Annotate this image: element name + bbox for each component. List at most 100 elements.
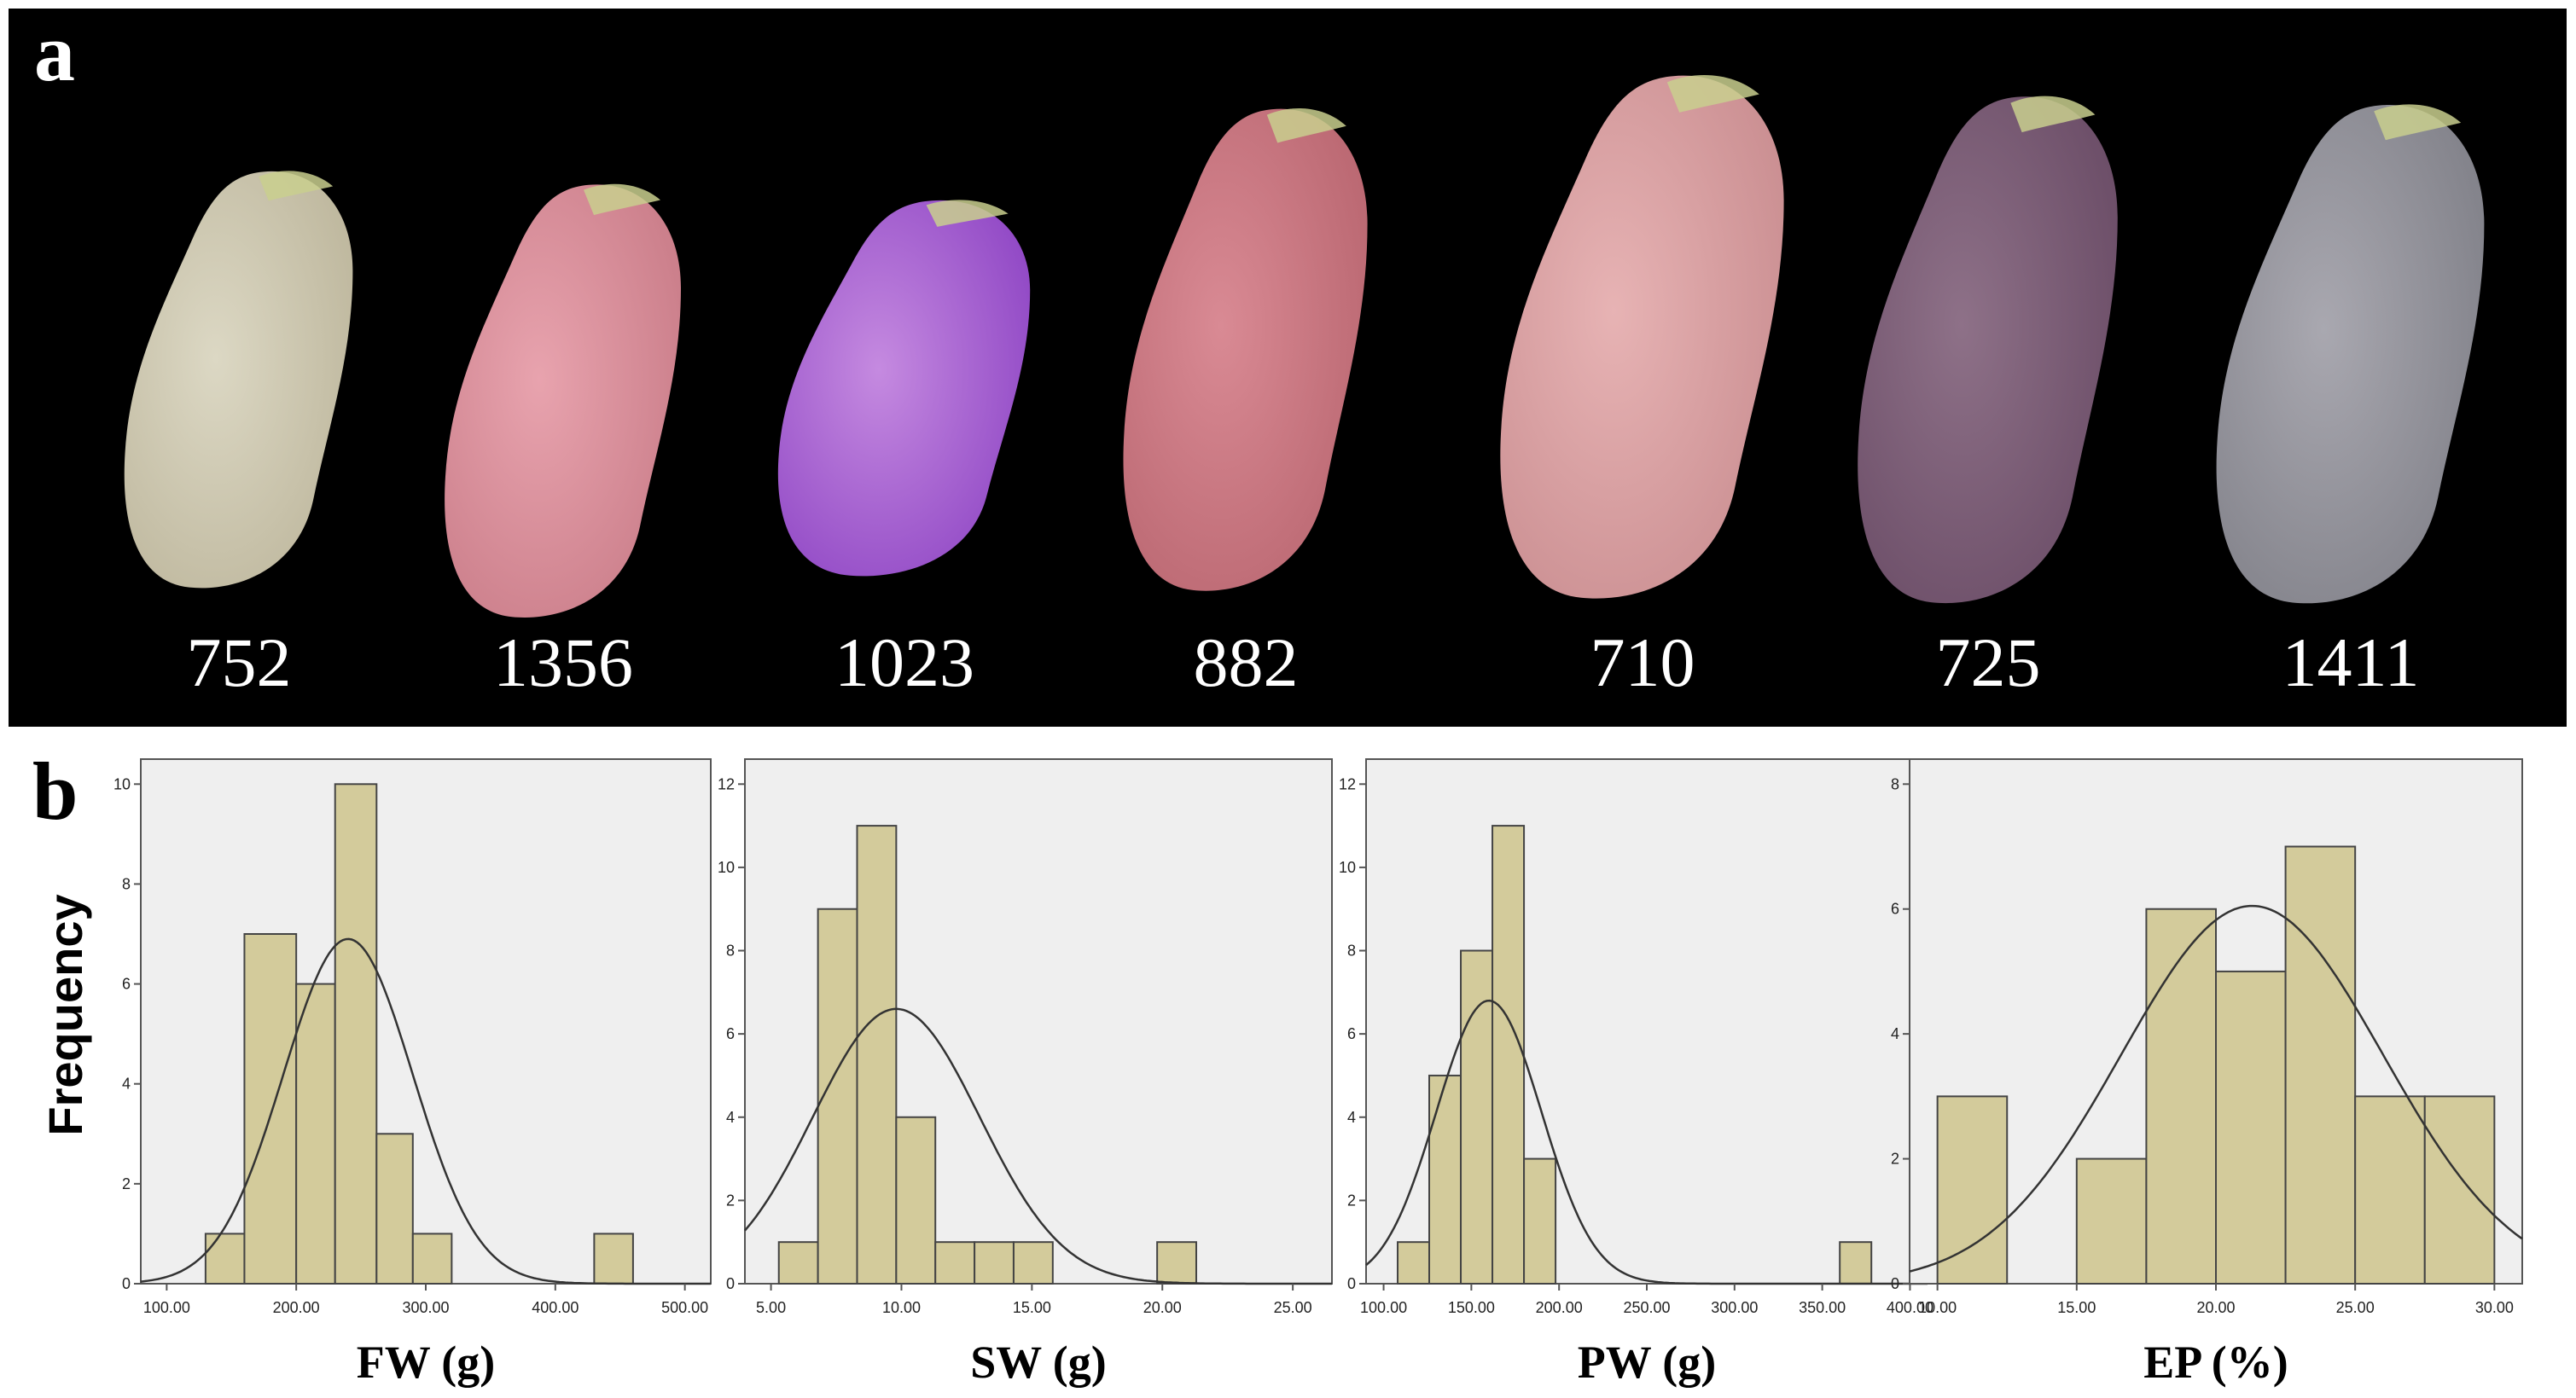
histogram-bar (2075, 1157, 2148, 1285)
y-tick-label: 2 (1347, 1192, 1356, 1209)
y-tick-label: 8 (122, 875, 131, 892)
x-tick-label: 200.00 (1536, 1299, 1583, 1316)
y-tick-label: 4 (122, 1076, 131, 1093)
histogram-2: 0 2 4 6 8 10 12 100.00 150.00 200.00 250.00 300.00 3… (1339, 758, 1933, 1388)
x-tick-label: 150.00 (1448, 1299, 1495, 1316)
y-tick-label: 8 (1891, 775, 1899, 792)
x-tick-label: 100.00 (1360, 1299, 1407, 1316)
y-tick-label: 2 (1891, 1151, 1899, 1168)
x-axis-title: EP (%) (2143, 1337, 2288, 1388)
chart-layer: 0 2 4 6 8 10 100.00 200.00 300.00 400.00 500.00 FW … (113, 758, 2523, 1388)
x-tick-label: 200.00 (273, 1299, 320, 1316)
x-tick-label: 300.00 (1711, 1299, 1758, 1316)
histogram-bar (243, 933, 298, 1285)
y-tick-label: 12 (1339, 775, 1356, 792)
y-tick-label: 0 (122, 1275, 131, 1292)
normal-curve (1909, 904, 2523, 1273)
histogram-bar (1460, 949, 1494, 1285)
histogram-bar (2354, 1095, 2426, 1285)
y-tick-label: 2 (122, 1175, 131, 1192)
panel-letter-b: b (32, 745, 79, 837)
x-tick-label: 5.00 (756, 1299, 786, 1316)
histogram-bar (204, 1233, 246, 1285)
histogram-bar (1156, 1241, 1197, 1285)
fruit-label: 1356 (493, 624, 633, 701)
fruit-label: 710 (1590, 624, 1695, 701)
y-tick-label: 0 (1347, 1275, 1356, 1292)
x-tick-label: 350.00 (1799, 1299, 1846, 1316)
x-tick-label: 20.00 (1143, 1299, 1182, 1316)
y-axis-title: Frequency (38, 894, 92, 1135)
histogram-bar (1839, 1241, 1873, 1285)
x-tick-label: 30.00 (2475, 1299, 2514, 1316)
fruit-725 (1847, 85, 2129, 614)
fruit-1356 (435, 175, 691, 627)
y-tick-label: 6 (1891, 901, 1899, 918)
y-tick-label: 4 (1891, 1025, 1899, 1042)
histogram-bar (2215, 970, 2287, 1285)
x-tick-label: 10.00 (1918, 1299, 1957, 1316)
fruit-label: 725 (1935, 624, 2041, 701)
histogram-bar (593, 1233, 634, 1285)
x-axis-title: FW (g) (357, 1337, 495, 1388)
histogram-0: 0 2 4 6 8 10 100.00 200.00 300.00 400.00 500.00 FW … (113, 758, 712, 1388)
histogram-bar (334, 783, 378, 1285)
histogram-bar (1936, 1095, 2009, 1285)
histogram-1: 0 2 4 6 8 10 12 5.00 10.00 15.00 20.00 25.00 SW (g) (718, 758, 1333, 1388)
y-tick-label: 6 (122, 976, 131, 993)
fruit-label: 1411 (2282, 624, 2420, 701)
x-tick-label: 15.00 (2057, 1299, 2096, 1316)
x-tick-label: 400.00 (1887, 1299, 1933, 1316)
fruit-1023 (768, 192, 1041, 584)
histogram-3: 0 2 4 6 8 10.00 15.00 20.00 25.00 30.00 EP (%) (1891, 758, 2523, 1388)
x-tick-label: 300.00 (402, 1299, 449, 1316)
y-tick-label: 4 (1347, 1109, 1356, 1126)
x-tick-label: 250.00 (1623, 1299, 1670, 1316)
histogram-bar (974, 1241, 1015, 1285)
y-tick-label: 4 (726, 1109, 735, 1126)
y-tick-label: 10 (113, 775, 131, 792)
histogram-bar (1397, 1241, 1431, 1285)
x-tick-label: 400.00 (532, 1299, 579, 1316)
x-tick-label: 15.00 (1013, 1299, 1051, 1316)
fruit-710 (1489, 64, 1796, 610)
histogram-bar (1523, 1157, 1557, 1285)
histogram-panel: Frequency 0 2 4 6 8 10 100.00 200.00 300.00 400.0… (38, 758, 2523, 1388)
y-tick-label: 8 (1347, 943, 1356, 960)
histogram-bar (777, 1241, 819, 1285)
histogram-bar (856, 825, 898, 1285)
histogram-bar (895, 1116, 937, 1285)
x-tick-label: 10.00 (882, 1299, 921, 1316)
x-tick-label: 100.00 (143, 1299, 190, 1316)
histogram-bar (295, 983, 336, 1285)
x-tick-label: 500.00 (661, 1299, 708, 1316)
histogram-bar (411, 1233, 453, 1285)
x-tick-label: 25.00 (1274, 1299, 1312, 1316)
histogram-bar (934, 1241, 976, 1285)
fruit-1411 (2206, 94, 2496, 614)
fruit-label: 752 (186, 624, 292, 701)
x-axis-title: PW (g) (1578, 1337, 1716, 1388)
histogram-bar (2284, 845, 2357, 1285)
x-tick-label: 25.00 (2336, 1299, 2375, 1316)
normal-curve (744, 1007, 1332, 1285)
fruit-label: 1023 (834, 624, 974, 701)
y-tick-label: 2 (726, 1192, 735, 1209)
histogram-bar (1492, 825, 1526, 1285)
y-tick-label: 6 (1347, 1025, 1356, 1042)
fruit-882 (1114, 98, 1378, 601)
normal-curve (1365, 999, 1928, 1285)
histogram-bar (2423, 1095, 2496, 1285)
y-tick-label: 0 (1891, 1275, 1899, 1292)
plot-area (140, 758, 712, 1285)
histogram-bar (1012, 1241, 1054, 1285)
y-tick-label: 6 (726, 1025, 735, 1042)
histogram-bar (2145, 908, 2218, 1285)
y-tick-label: 10 (718, 859, 735, 876)
y-tick-label: 10 (1339, 859, 1356, 876)
fruit-label: 882 (1193, 624, 1299, 701)
panel-letter-a: a (34, 7, 75, 98)
y-tick-label: 8 (726, 943, 735, 960)
x-tick-label: 20.00 (2196, 1299, 2235, 1316)
histogram-bar (375, 1133, 414, 1285)
